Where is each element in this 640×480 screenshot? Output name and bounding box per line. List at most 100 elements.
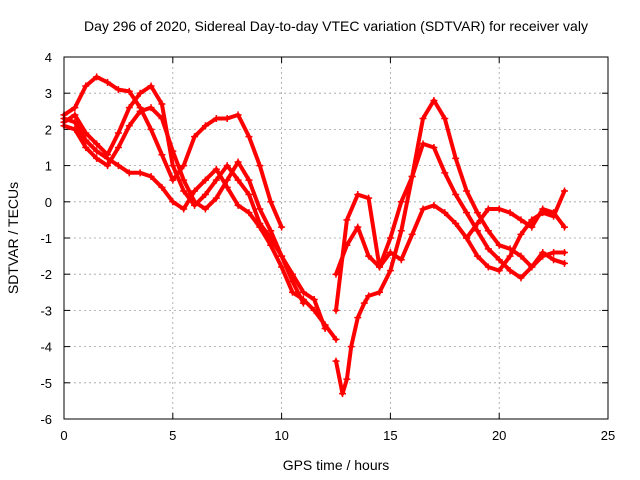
data-point-plus-marker bbox=[560, 223, 568, 231]
data-point-plus-marker bbox=[278, 263, 286, 271]
data-point-plus-marker bbox=[71, 111, 79, 119]
x-tick-label: 10 bbox=[274, 428, 288, 443]
y-tick-label: -4 bbox=[40, 340, 52, 355]
data-point-plus-marker bbox=[473, 252, 481, 260]
data-point-plus-marker bbox=[180, 176, 188, 184]
y-tick-label: 0 bbox=[45, 195, 52, 210]
data-point-plus-marker bbox=[365, 194, 373, 202]
data-point-plus-marker bbox=[125, 104, 133, 112]
data-point-plus-marker bbox=[528, 223, 536, 231]
series-group bbox=[62, 74, 567, 396]
data-point-plus-marker bbox=[180, 162, 188, 170]
data-point-plus-marker bbox=[125, 169, 133, 177]
data-point-plus-marker bbox=[430, 144, 438, 151]
data-point-plus-marker bbox=[506, 252, 514, 260]
data-point-plus-marker bbox=[147, 125, 155, 133]
data-point-plus-marker bbox=[386, 267, 394, 275]
data-point-plus-marker bbox=[212, 194, 220, 202]
data-point-plus-marker bbox=[495, 241, 503, 249]
data-point-plus-marker bbox=[158, 183, 166, 191]
data-point-plus-marker bbox=[343, 375, 351, 383]
data-point-plus-marker bbox=[245, 209, 253, 217]
data-point-plus-marker bbox=[104, 162, 112, 170]
data-point-plus-marker bbox=[463, 234, 471, 242]
data-point-plus-marker bbox=[158, 115, 166, 123]
data-point-plus-marker bbox=[365, 292, 373, 300]
data-point-plus-marker bbox=[506, 267, 514, 275]
data-point-plus-marker bbox=[288, 277, 296, 285]
data-point-plus-marker bbox=[223, 176, 231, 184]
data-point-plus-marker bbox=[212, 176, 220, 184]
data-point-plus-marker bbox=[93, 73, 101, 81]
data-point-plus-marker bbox=[484, 245, 492, 253]
data-point-plus-marker bbox=[212, 115, 220, 123]
data-point-plus-marker bbox=[223, 183, 231, 191]
marker-group bbox=[60, 73, 568, 398]
data-point-plus-marker bbox=[473, 209, 481, 217]
data-point-plus-marker bbox=[82, 129, 90, 137]
data-point-plus-marker bbox=[310, 296, 318, 304]
data-point-plus-marker bbox=[343, 216, 351, 224]
data-point-plus-marker bbox=[347, 343, 355, 351]
data-point-plus-marker bbox=[397, 227, 405, 235]
data-point-plus-marker bbox=[386, 234, 394, 242]
data-point-plus-marker bbox=[180, 205, 188, 213]
data-point-plus-marker bbox=[441, 169, 449, 177]
data-point-plus-marker bbox=[517, 274, 525, 282]
data-point-plus-marker bbox=[321, 321, 329, 329]
data-point-plus-marker bbox=[528, 263, 536, 271]
data-point-plus-marker bbox=[408, 172, 416, 180]
data-point-plus-marker bbox=[256, 205, 264, 213]
data-point-plus-marker bbox=[169, 198, 177, 206]
data-point-plus-marker bbox=[267, 227, 275, 235]
y-tick-label: -3 bbox=[40, 303, 52, 318]
data-point-plus-marker bbox=[550, 248, 558, 256]
data-point-plus-marker bbox=[93, 140, 101, 148]
data-point-plus-marker bbox=[169, 162, 177, 170]
data-point-plus-marker bbox=[223, 115, 231, 123]
data-point-plus-marker bbox=[82, 136, 90, 144]
data-point-plus-marker bbox=[288, 270, 296, 278]
data-point-plus-marker bbox=[365, 252, 373, 260]
data-point-plus-marker bbox=[169, 176, 177, 184]
data-point-plus-marker bbox=[71, 125, 79, 133]
data-point-plus-marker bbox=[452, 154, 460, 162]
data-point-plus-marker bbox=[201, 191, 209, 199]
series-line-satellite-track-8 bbox=[464, 207, 567, 240]
data-point-plus-marker bbox=[93, 147, 101, 155]
data-point-plus-marker bbox=[539, 248, 547, 256]
data-point-plus-marker bbox=[136, 169, 144, 177]
data-point-plus-marker bbox=[332, 270, 340, 278]
y-tick-label: 4 bbox=[45, 50, 52, 65]
data-point-plus-marker bbox=[267, 198, 275, 206]
data-point-plus-marker bbox=[484, 205, 492, 213]
series-line-satellite-track-6 bbox=[334, 141, 567, 280]
x-tick-label: 15 bbox=[383, 428, 397, 443]
data-point-plus-marker bbox=[452, 191, 460, 199]
data-point-plus-marker bbox=[256, 223, 264, 231]
data-point-plus-marker bbox=[299, 296, 307, 304]
x-tick-label: 0 bbox=[60, 428, 67, 443]
data-point-plus-marker bbox=[125, 122, 133, 130]
y-axis-label: SDTVAR / TECUs bbox=[5, 182, 21, 294]
data-point-plus-marker bbox=[114, 86, 122, 94]
data-point-plus-marker bbox=[560, 248, 568, 256]
data-point-plus-marker bbox=[419, 115, 427, 123]
data-point-plus-marker bbox=[550, 209, 558, 217]
data-point-plus-marker bbox=[343, 241, 351, 249]
data-point-plus-marker bbox=[419, 140, 427, 148]
data-point-plus-marker bbox=[473, 220, 481, 228]
data-point-plus-marker bbox=[463, 209, 471, 217]
data-point-plus-marker bbox=[539, 205, 547, 213]
data-point-plus-marker bbox=[376, 263, 384, 271]
data-point-plus-marker bbox=[71, 104, 79, 112]
data-point-plus-marker bbox=[267, 234, 275, 242]
data-point-plus-marker bbox=[158, 100, 166, 108]
y-tick-label: -5 bbox=[40, 376, 52, 391]
data-point-plus-marker bbox=[376, 288, 384, 296]
data-point-plus-marker bbox=[245, 133, 253, 141]
data-point-plus-marker bbox=[82, 82, 90, 90]
data-point-plus-marker bbox=[191, 133, 199, 141]
data-point-plus-marker bbox=[299, 288, 307, 296]
data-point-plus-marker bbox=[125, 87, 133, 95]
